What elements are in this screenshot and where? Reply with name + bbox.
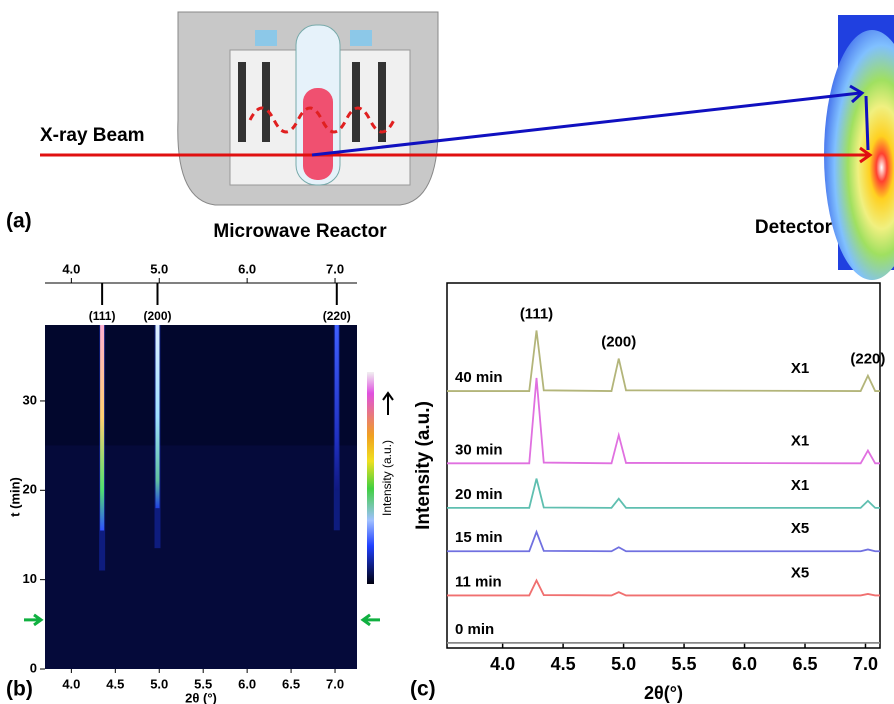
series-label: 0 min xyxy=(455,621,494,638)
peak-label: (220) xyxy=(850,351,885,368)
panel-label: (c) xyxy=(410,678,436,701)
scale-label: X1 xyxy=(791,432,809,449)
top-tick-label: 6.0 xyxy=(238,261,256,276)
series-label: 30 min xyxy=(455,441,503,458)
peak-streak xyxy=(334,325,339,491)
series-line xyxy=(447,529,880,553)
time-marker-left xyxy=(24,613,44,627)
x-tick-label: 4.0 xyxy=(62,676,80,691)
peak-label: (220) xyxy=(323,309,351,323)
series-label: 15 min xyxy=(455,529,503,546)
x-tick-label: 5.5 xyxy=(194,676,212,691)
x-tick-label: 6.0 xyxy=(238,676,256,691)
series-label: 40 min xyxy=(455,369,503,386)
series-line xyxy=(447,330,880,392)
peak-streak xyxy=(155,325,160,509)
y-axis-label: t (min) xyxy=(7,477,22,517)
y-tick-label: 10 xyxy=(23,571,37,586)
x-tick-label: 4.0 xyxy=(490,654,515,674)
series-label: 20 min xyxy=(455,486,503,503)
peak-label: (111) xyxy=(89,309,116,323)
top-tick-label: 5.0 xyxy=(150,261,168,276)
colorbar-arrow xyxy=(382,391,394,415)
diffracted-beam xyxy=(311,91,861,157)
y-tick-label: 20 xyxy=(23,482,37,497)
panel-label: (a) xyxy=(6,210,32,233)
series-line xyxy=(447,478,880,509)
colorbar-label: Intensity (a.u.) xyxy=(380,440,394,516)
colorbar xyxy=(367,372,374,584)
detector-label: Detector xyxy=(755,217,833,238)
peak-streak xyxy=(100,325,105,531)
x-tick-label: 7.0 xyxy=(853,654,878,674)
y-tick-label: 30 xyxy=(23,392,37,407)
x-tick-label: 5.0 xyxy=(611,654,636,674)
x-tick-label: 6.5 xyxy=(282,676,300,691)
time-marker-right xyxy=(360,613,380,627)
x-tick-label: 4.5 xyxy=(106,676,124,691)
series-line xyxy=(447,377,880,465)
scale-label: X5 xyxy=(791,520,809,537)
x-axis-label: 2θ (°) xyxy=(185,690,217,704)
top-tick-label: 4.0 xyxy=(62,261,80,276)
x-tick-label: 4.5 xyxy=(551,654,576,674)
beam-label: X-ray Beam xyxy=(40,125,145,146)
y-axis-label: Intensity (a.u.) xyxy=(413,401,434,530)
beam-arrowhead xyxy=(859,146,873,164)
plot-frame xyxy=(446,282,881,649)
x-tick-label: 6.5 xyxy=(792,654,817,674)
panel-label: (b) xyxy=(6,678,33,701)
x-tick-label: 5.5 xyxy=(672,654,697,674)
peak-label: (200) xyxy=(143,309,171,323)
diffracted-arrowhead xyxy=(849,84,865,104)
x-axis-label: 2θ(°) xyxy=(644,683,683,703)
scale-label: X1 xyxy=(791,477,809,494)
y-tick-label: 0 xyxy=(30,660,37,675)
reactor-label: Microwave Reactor xyxy=(213,221,387,242)
scale-label: X5 xyxy=(791,564,809,581)
top-tick-label: 7.0 xyxy=(326,261,344,276)
x-tick-label: 7.0 xyxy=(326,676,344,691)
diffraction-angle-arrow xyxy=(864,95,870,151)
scale-label: X1 xyxy=(791,360,809,377)
x-tick-label: 6.0 xyxy=(732,654,757,674)
series-line xyxy=(447,578,880,597)
series-label: 11 min xyxy=(455,573,502,590)
peak-label: (111) xyxy=(520,305,553,322)
reactor-schematic xyxy=(177,11,439,206)
peak-label: (200) xyxy=(601,334,636,351)
heatmap-band xyxy=(45,325,357,446)
x-tick-label: 5.0 xyxy=(150,676,168,691)
detector-image xyxy=(824,15,894,280)
